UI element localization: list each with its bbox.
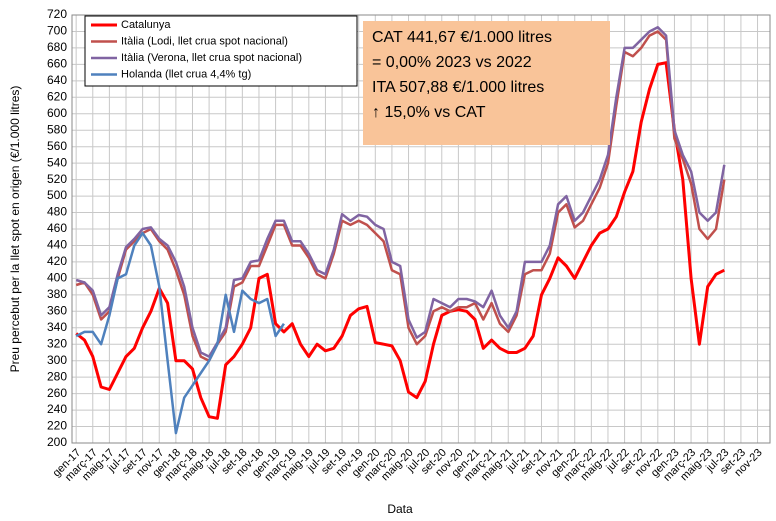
series-line [75,231,285,435]
y-tick-label: 200 [47,435,67,449]
y-tick-label: 320 [47,336,67,350]
legend-label: Holanda (llet crua 4,4% tg) [121,68,251,80]
y-tick-label: 700 [47,24,67,38]
y-tick-label: 300 [47,353,67,367]
y-tick-label: 520 [47,172,67,186]
y-tick-label: 400 [47,271,67,285]
y-tick-label: 240 [47,402,67,416]
legend-label: Catalunya [121,19,171,31]
y-tick-label: 660 [47,57,67,71]
series-line [75,61,725,420]
y-tick-label: 500 [47,188,67,202]
y-tick-label: 620 [47,89,67,103]
annotation-text: = 0,00% 2023 vs 2022 [372,54,532,71]
y-tick-label: 260 [47,386,67,400]
legend-label: Itàlia (Lodi, llet crua spot nacional) [121,35,288,47]
y-tick-label: 420 [47,254,67,268]
x-axis-title: Data [387,502,413,516]
legend-box [84,15,358,87]
y-tick-label: 560 [47,139,67,153]
annotation-box [363,21,610,145]
plot-border [71,14,771,444]
series-line [75,26,726,358]
y-tick-label: 720 [47,7,67,21]
y-axis-title: Preu percebut per la llet spot en origen… [8,86,22,373]
y-tick-label: 480 [47,205,67,219]
annotation-text: ITA 507,88 €/1.000 litres [372,79,544,96]
y-tick-label: 600 [47,106,67,120]
legend-label: Itàlia (Verona, llet crua spot nacional) [121,52,302,64]
y-tick-label: 440 [47,238,67,252]
y-tick-label: 360 [47,303,67,317]
y-tick-label: 220 [47,419,67,433]
y-tick-label: 340 [47,320,67,334]
y-tick-label: 460 [47,221,67,235]
annotation-text: ↑ 15,0% vs CAT [372,104,486,121]
y-tick-label: 380 [47,287,67,301]
y-tick-label: 680 [47,40,67,54]
annotation-text: CAT 441,67 €/1.000 litres [372,29,552,46]
y-tick-label: 280 [47,369,67,383]
y-tick-label: 640 [47,73,67,87]
y-tick-label: 580 [47,122,67,136]
y-tick-label: 540 [47,155,67,169]
